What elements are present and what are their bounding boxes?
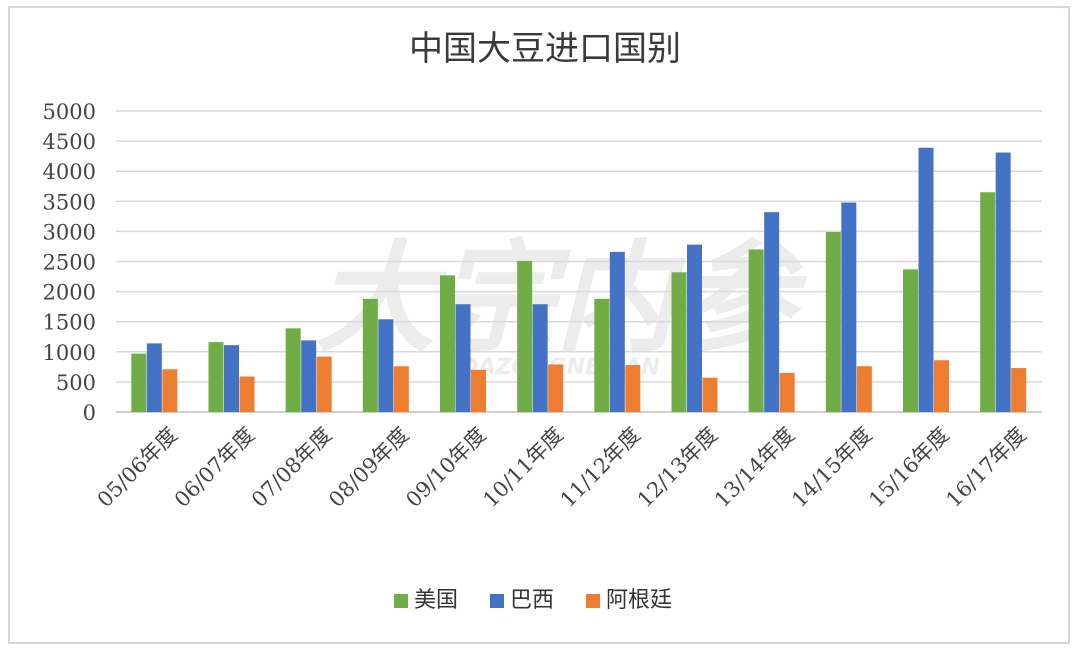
bar-美国-13/14年度 (748, 249, 764, 412)
x-tick-label: 15/16年度 (864, 423, 953, 512)
bar-巴西-09/10年度 (455, 304, 471, 412)
bar-美国-12/13年度 (671, 272, 687, 412)
bar-巴西-16/17年度 (995, 152, 1011, 412)
x-tick-label: 10/11年度 (478, 423, 567, 512)
bar-巴西-12/13年度 (687, 244, 702, 412)
x-tick-label: 14/15年度 (787, 423, 876, 512)
bar-美国-16/17年度 (980, 192, 996, 412)
bar-美国-05/06年度 (131, 353, 147, 412)
bar-阿根廷-06/07年度 (239, 376, 255, 412)
bar-巴西-13/14年度 (764, 212, 780, 412)
y-tick-label: 4500 (43, 130, 96, 154)
y-tick-label: 5000 (43, 100, 96, 124)
bar-阿根廷-15/16年度 (934, 360, 949, 412)
bar-巴西-15/16年度 (918, 147, 934, 413)
bar-阿根廷-16/17年度 (1011, 368, 1027, 412)
bar-阿根廷-08/09年度 (393, 366, 409, 412)
legend-label: 巴西 (510, 588, 554, 613)
bar-巴西-08/09年度 (378, 319, 394, 412)
x-tick-label: 12/13年度 (633, 423, 722, 512)
y-axis-ticks: 0 500 1000 1500 2000 2500 3000 3500 4000 4500 5000 (43, 100, 96, 425)
bar-美国-06/07年度 (208, 342, 224, 412)
x-tick-label: 07/08年度 (247, 423, 336, 512)
watermark-main: 大宗内参 (315, 230, 807, 369)
y-tick-label: 1500 (43, 311, 96, 335)
bar-美国-14/15年度 (825, 232, 841, 412)
bar-阿根廷-13/14年度 (779, 372, 795, 412)
bar-巴西-07/08年度 (301, 340, 317, 412)
bar-巴西-14/15年度 (841, 202, 857, 412)
bar-巴西-05/06年度 (146, 343, 162, 412)
bar-阿根廷-10/11年度 (548, 364, 564, 412)
bar-阿根廷-09/10年度 (471, 369, 486, 412)
bar-美国-09/10年度 (440, 275, 455, 412)
legend: 美国 巴西 阿根廷 (394, 588, 672, 613)
legend-swatch-阿根廷 (586, 594, 600, 608)
x-tick-label: 05/06年度 (93, 423, 182, 512)
legend-swatch-美国 (394, 594, 408, 608)
x-tick-label: 08/09年度 (324, 423, 413, 512)
x-tick-label: 13/14年度 (710, 423, 799, 512)
bar-巴西-11/12年度 (609, 251, 625, 412)
y-tick-label: 3500 (43, 190, 96, 214)
x-tick-label: 16/17年度 (941, 423, 1030, 512)
bar-阿根廷-11/12年度 (625, 365, 641, 412)
x-axis-ticks: 05/06年度06/07年度07/08年度08/09年度09/10年度10/11… (93, 423, 1031, 512)
y-tick-label: 2500 (43, 251, 96, 275)
bar-美国-10/11年度 (517, 260, 533, 412)
legend-label: 阿根廷 (606, 588, 672, 613)
chart-title: 中国大豆进口国别 (409, 29, 681, 69)
y-tick-label: 4000 (43, 160, 96, 184)
bar-美国-15/16年度 (903, 269, 918, 412)
bar-美国-07/08年度 (285, 328, 301, 412)
gridlines (116, 110, 1042, 413)
bar-美国-08/09年度 (362, 298, 378, 412)
bar-阿根廷-07/08年度 (316, 356, 332, 412)
bar-巴西-10/11年度 (532, 304, 548, 412)
legend-swatch-巴西 (490, 594, 504, 608)
y-tick-label: 500 (56, 371, 96, 395)
y-tick-label: 2000 (43, 281, 96, 305)
bar-阿根廷-14/15年度 (856, 366, 872, 412)
legend-label: 美国 (414, 588, 458, 613)
x-tick-label: 11/12年度 (556, 423, 645, 512)
bar-巴西-06/07年度 (224, 345, 239, 412)
bar-美国-11/12年度 (594, 298, 610, 412)
y-tick-label: 1000 (43, 341, 96, 365)
bar-阿根廷-05/06年度 (162, 369, 178, 412)
bars (131, 147, 1027, 413)
x-tick-label: 06/07年度 (170, 423, 259, 512)
y-tick-label: 0 (83, 401, 96, 425)
y-tick-label: 3000 (43, 220, 96, 244)
bar-阿根廷-12/13年度 (702, 377, 718, 412)
x-tick-label: 09/10年度 (401, 423, 490, 512)
